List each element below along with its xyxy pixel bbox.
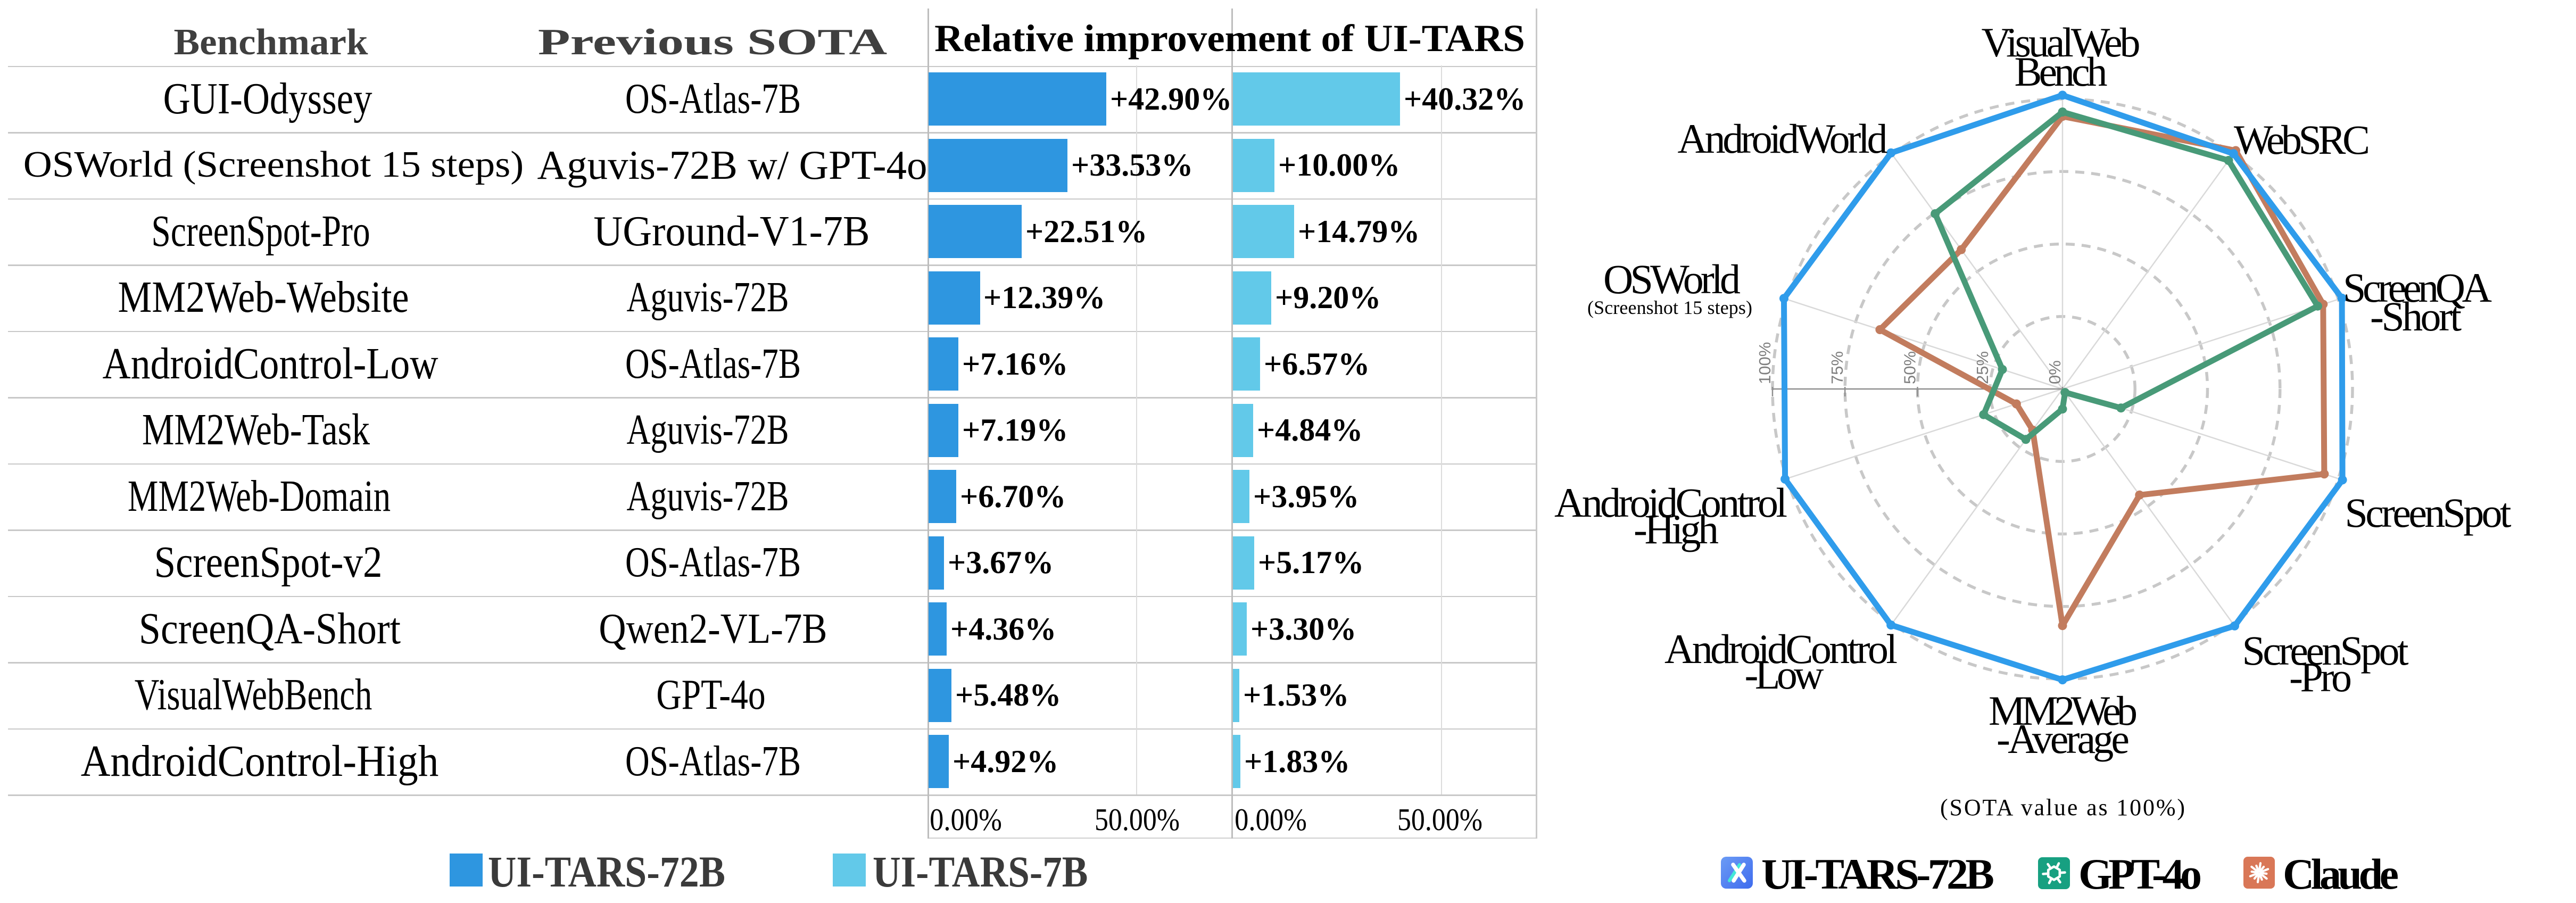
- svg-text:MM2Web: MM2Web: [1989, 687, 2138, 734]
- svg-text:ScreenSpot: ScreenSpot: [2242, 627, 2409, 674]
- svg-text:50%: 50%: [1901, 351, 1919, 384]
- svg-text:(Screenshot 15 steps): (Screenshot 15 steps): [1587, 297, 1752, 318]
- svg-text:(SOTA value as 100%): (SOTA value as 100%): [1940, 794, 2185, 821]
- svg-text:OSWorld: OSWorld: [1603, 256, 1741, 302]
- svg-text:-High: -High: [1634, 506, 1719, 552]
- svg-text:AndroidWorld: AndroidWorld: [1678, 115, 1888, 162]
- svg-text:AndroidControl: AndroidControl: [1664, 626, 1898, 672]
- svg-text:UI-TARS-72B: UI-TARS-72B: [1761, 850, 1994, 898]
- svg-text:Bench: Bench: [2015, 48, 2108, 95]
- svg-text:GPT-4o: GPT-4o: [2078, 850, 2202, 898]
- svg-text:VisualWeb: VisualWeb: [1982, 19, 2141, 65]
- svg-text:0%: 0%: [2045, 360, 2064, 384]
- svg-text:ScreenSpot: ScreenSpot: [2345, 490, 2512, 536]
- svg-text:ScreenQA: ScreenQA: [2343, 264, 2492, 311]
- svg-text:WebSRC: WebSRC: [2234, 117, 2370, 163]
- svg-text:-Short: -Short: [2370, 293, 2462, 339]
- svg-text:-Average: -Average: [1997, 716, 2130, 762]
- svg-text:Claude: Claude: [2283, 850, 2399, 898]
- svg-text:AndroidControl: AndroidControl: [1554, 479, 1787, 526]
- svg-text:75%: 75%: [1828, 351, 1846, 384]
- svg-text:100%: 100%: [1755, 342, 1774, 384]
- svg-text:-Pro: -Pro: [2289, 654, 2352, 700]
- svg-text:-Low: -Low: [1745, 651, 1824, 698]
